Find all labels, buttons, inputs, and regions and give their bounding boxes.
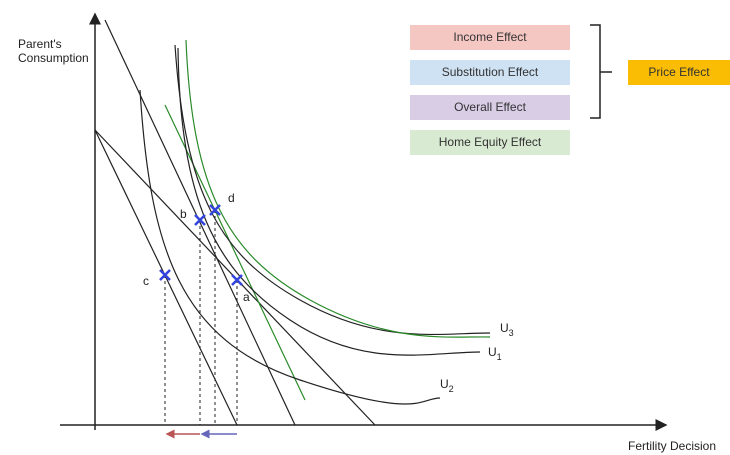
x-label: Fertility Decision xyxy=(628,439,716,453)
curve-u1 xyxy=(177,47,481,356)
legend-label: Overall Effect xyxy=(454,100,526,114)
dashed-lines xyxy=(164,210,238,425)
curve-label: U3 xyxy=(500,321,514,338)
group-label: Price Effect xyxy=(648,65,710,79)
y-label: Parent's xyxy=(18,37,62,51)
point-label: c xyxy=(143,274,149,288)
point-label: a xyxy=(243,290,250,304)
legend-label: Home Equity Effect xyxy=(439,135,542,149)
curve-label: U1 xyxy=(488,345,502,362)
bracket xyxy=(590,24,612,119)
legend-box xyxy=(410,25,570,50)
legend-label: Substitution Effect xyxy=(442,65,539,79)
point-label: d xyxy=(228,191,235,205)
legend-box xyxy=(410,130,570,155)
curve-black xyxy=(174,44,491,336)
group-box xyxy=(628,60,730,85)
legend-box xyxy=(410,60,570,85)
curve-u3 xyxy=(185,39,491,338)
budget-lines xyxy=(94,19,376,426)
point-marks xyxy=(159,204,243,286)
curve-u2 xyxy=(139,89,441,405)
legend-label: Income Effect xyxy=(453,30,527,44)
y-label: Consumption xyxy=(18,51,89,65)
curve-label: U2 xyxy=(440,377,454,394)
point-label: b xyxy=(180,207,187,221)
legend-box xyxy=(410,95,570,120)
green-budget-line xyxy=(164,104,306,401)
